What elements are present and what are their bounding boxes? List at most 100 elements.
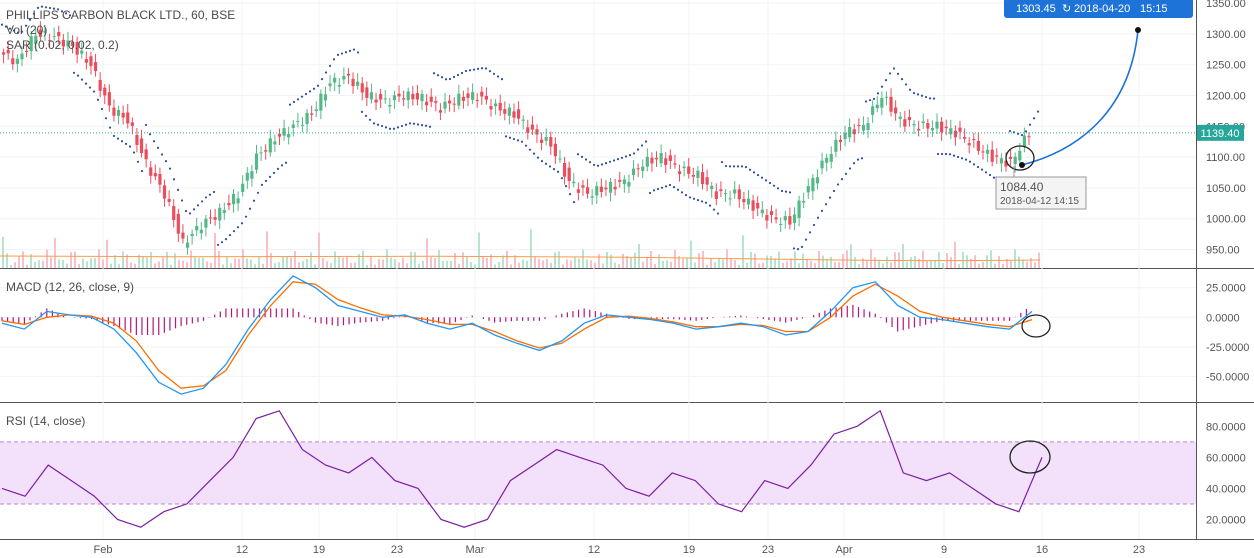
candle-body [815, 177, 820, 184]
volume-bar [918, 258, 920, 268]
candle-body [66, 40, 70, 47]
volume-bar [46, 249, 48, 268]
candle-body [80, 50, 84, 54]
rsi-title[interactable]: RSI (14, close) [6, 414, 86, 428]
sar-dot [32, 12, 36, 15]
sar-dot [848, 167, 852, 170]
candle-body [521, 119, 525, 121]
last-price-label: 1139.40 [1201, 128, 1240, 140]
candle-body [98, 79, 102, 91]
volume-bar [382, 259, 384, 268]
candle-body [195, 225, 199, 231]
volume-bar [86, 261, 88, 268]
candle-body [825, 157, 829, 163]
volume-bar [474, 264, 476, 268]
volume-bar [758, 263, 760, 268]
candle-body [503, 109, 507, 114]
volume-bar [242, 249, 244, 268]
candle-body [310, 113, 314, 115]
sar-dot [300, 95, 304, 98]
sar-dot [864, 100, 868, 103]
volume-bar [710, 258, 712, 268]
sar-dot [896, 72, 900, 75]
low-marker-datetime: 2018-04-12 14:15 [1000, 196, 1079, 207]
volume-bar [122, 251, 124, 268]
candle-body [944, 126, 948, 129]
candle-body [774, 217, 778, 220]
candle-body [112, 107, 116, 116]
candle-body [24, 50, 29, 53]
candle-body [199, 229, 203, 234]
candle-body [562, 162, 567, 177]
volume-bar [890, 262, 892, 268]
volume-bar [742, 235, 744, 268]
candle-body [811, 177, 815, 192]
sar-dot [784, 190, 788, 193]
x-tick-label: 9 [941, 544, 947, 556]
volume-bar [858, 264, 860, 268]
sar-dot [444, 78, 448, 81]
candle-body [765, 215, 769, 221]
legend-symbol[interactable]: PHILLIPS CARBON BLACK LTD., 60, BSE [6, 8, 236, 22]
sar-dot [844, 172, 848, 175]
volume-bar [806, 258, 808, 268]
candle-body [1004, 160, 1008, 167]
volume-bar [1022, 259, 1024, 268]
legend-sar[interactable]: SAR (0.02, 0.02, 0.2) [6, 38, 119, 52]
candle-body [677, 171, 682, 175]
sar-dot [836, 183, 840, 186]
volume-bar [746, 262, 748, 268]
sar-dot [580, 155, 584, 158]
volume-bar [302, 261, 304, 268]
sar-dot [748, 168, 752, 171]
sar-dot [472, 68, 476, 71]
candle-body [365, 87, 369, 98]
sar-dot [128, 145, 132, 148]
volume-bar [730, 258, 732, 268]
candle-body [1013, 156, 1017, 165]
volume-bar [42, 260, 44, 268]
sar-dot [56, 8, 60, 11]
volume-bar [562, 264, 564, 268]
sar-dot [928, 97, 932, 100]
candle-body [783, 216, 787, 221]
candle-body [47, 40, 52, 42]
candle-body [434, 101, 438, 103]
sar-dot [808, 231, 812, 234]
projection-point [1135, 27, 1141, 33]
volume-bar [218, 250, 220, 268]
sar-dot [776, 187, 780, 190]
candles [2, 21, 1031, 255]
candle-body [1022, 135, 1026, 147]
volume-bar [470, 261, 472, 268]
sar-dot [652, 189, 656, 192]
legend-volume[interactable]: Vol (20) [6, 23, 48, 37]
candle-body [254, 153, 259, 170]
candle-body [875, 104, 879, 109]
volume-bar [318, 232, 320, 268]
candle-body [861, 124, 866, 131]
volume-bar [962, 251, 964, 268]
volume-bar [590, 260, 592, 268]
projection-date: 2018-04-20 [1074, 3, 1130, 15]
macd-title[interactable]: MACD (12, 26, close, 9) [6, 280, 135, 294]
volume-bar [866, 260, 868, 268]
sar-dot [828, 196, 832, 199]
sar-dot [388, 127, 392, 130]
volume-bar [138, 254, 140, 268]
macd-histogram [1, 304, 1028, 335]
volume-bar [454, 253, 456, 268]
sar-dot [460, 71, 464, 75]
sar-dot [152, 140, 156, 143]
sar-dot [416, 123, 420, 126]
candle-body [802, 201, 806, 203]
candle-body [93, 62, 98, 72]
sar-dot [120, 140, 124, 143]
sar-dot [352, 48, 356, 51]
candle-body [898, 116, 902, 119]
sar-dot [800, 245, 804, 249]
sar-dot [268, 175, 272, 178]
sar-dot [116, 137, 120, 140]
volume-bar [150, 252, 152, 268]
